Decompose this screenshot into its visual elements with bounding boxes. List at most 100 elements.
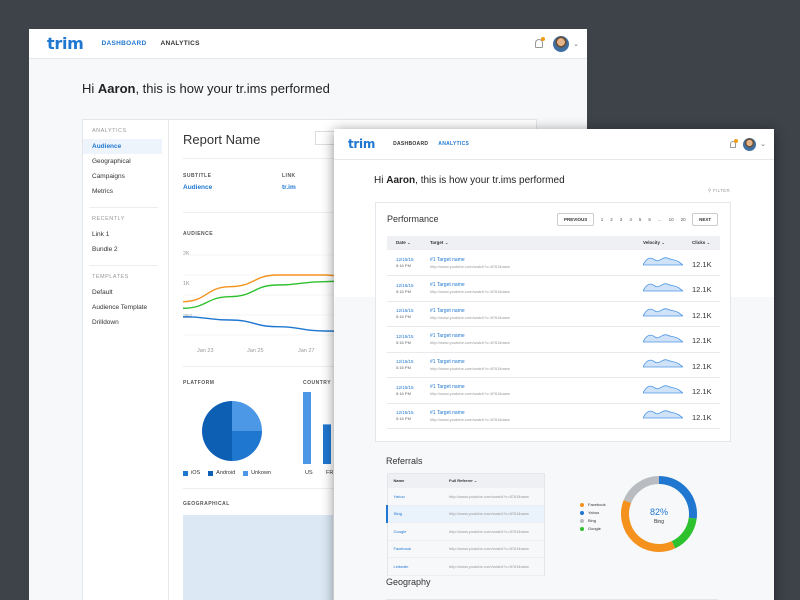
row-target-link[interactable]: #1 Target name [430,307,465,314]
row-target-url: http://www.youtube.com/watch?v=8761lbaew [430,391,510,397]
referrals-donut-chart [621,476,697,552]
column-header-clicks[interactable]: Clicks ⌄ [683,236,720,250]
legend-label: Bing [588,518,597,523]
row-clicks: 12.1K [692,336,712,346]
column-header-name[interactable]: Name [387,473,443,488]
country-label: COUNTRY [303,380,332,386]
sidebar-item-link-1[interactable]: Link 1 [92,231,110,238]
pie-slice[interactable] [202,401,232,461]
avatar[interactable] [553,35,570,52]
row-target-link[interactable]: #1 Target name [430,256,465,263]
row-target-link[interactable]: #1 Target name [430,333,465,340]
next-button[interactable]: NEXT [692,213,719,226]
page-number[interactable]: 2 [610,217,613,222]
page-number[interactable]: 20 [680,217,686,222]
chevron-down-icon[interactable]: ⌄ [573,40,579,48]
row-target-link[interactable]: #1 Target name [430,282,465,289]
donut-segment[interactable] [658,476,697,519]
page-number[interactable]: 6 [648,217,651,222]
back-nav-dashboard[interactable]: DASHBOARD [101,40,147,47]
page-number[interactable]: 3 [619,217,623,222]
table-row[interactable]: 12/15/15 5:16 PM #1 Target name http://www.… [387,326,720,353]
link-value[interactable]: tr.im [282,184,296,191]
legend-label: Facebook [588,502,606,507]
greeting-prefix: Hi [374,175,387,186]
page-number[interactable]: 4 [629,217,632,222]
donut-segment[interactable] [621,500,676,552]
bell-icon[interactable] [535,37,546,48]
y-tick: 1K [183,281,190,287]
back-nav-analytics[interactable]: ANALYTICS [160,40,200,47]
chevron-down-icon[interactable]: ⌄ [760,141,766,148]
referrer-name[interactable]: Yahoo [387,487,443,506]
subtitle-value[interactable]: Audience [183,184,213,191]
sidebar-item-bundle-2[interactable]: Bundle 2 [92,246,118,253]
page-number[interactable]: 5 [638,217,642,222]
page-ellipsis: ... [657,217,662,222]
sidebar-item-campaigns[interactable]: Campaigns [92,173,125,180]
pie-slice[interactable] [232,431,262,461]
table-header-row: Name Full Referrer ⌄ [387,473,545,488]
legend-label: Yahoo [588,510,600,515]
sidebar-item-drilldown[interactable]: Drilldown [92,319,119,326]
legend-item: Yahoo [580,510,606,515]
row-date: 12/15/15 [396,384,414,390]
table-row[interactable]: 12/15/15 5:16 PM #1 Target name http://www.… [387,250,720,276]
referrer-name[interactable]: Bing [386,505,443,523]
table-row[interactable]: Bing http://www.youtube.com/watch?v=8761l… [386,505,545,523]
referrer-name[interactable]: Google [387,522,443,541]
column-header-referrer[interactable]: Full Referrer ⌄ [443,473,545,488]
back-logo[interactable]: trim [47,34,84,53]
sidebar-item-geographical[interactable]: Geographical [92,158,131,165]
row-target-link[interactable]: #1 Target name [430,358,465,365]
donut-segment[interactable] [671,517,697,549]
referrer-name[interactable]: Linkedin [387,557,443,576]
page-number[interactable]: 1 [600,217,604,222]
column-label: Name [393,478,405,484]
table-row[interactable]: 12/15/15 5:16 PM #1 Target name http://www.… [387,377,720,404]
table-row[interactable]: 12/15/15 5:16 PM #1 Target name http://www.… [387,301,720,327]
row-target-url: http://www.youtube.com/watch?v=8761lbaew [430,365,510,371]
sidebar-item-audience-template[interactable]: Audience Template [92,304,148,311]
velocity-cell [634,377,685,404]
column-label: Date [396,240,406,245]
table-row[interactable]: Google http://www.youtube.com/watch?v=876… [387,522,545,541]
front-nav-dashboard[interactable]: DASHBOARD [393,141,429,147]
table-row[interactable]: 12/15/15 5:16 PM #1 Target name http://www.… [387,403,720,429]
previous-button[interactable]: PREVIOUS [557,213,595,226]
referrer-name[interactable]: Facebook [387,540,443,558]
geographical-label: GEOGRAPHICAL [183,501,230,507]
legend-dot [580,502,584,507]
sidebar-item-audience[interactable]: Audience [83,139,162,154]
bar[interactable] [303,392,311,464]
bell-icon[interactable] [730,138,739,148]
row-target-url: http://www.youtube.com/watch?v=8761lbaew [430,289,510,295]
row-date: 12/15/15 [396,257,414,262]
pie-slice[interactable] [232,401,262,431]
donut-segment[interactable] [623,476,660,504]
front-logo[interactable]: trim [348,137,376,151]
table-row[interactable]: Linkedin http://www.youtube.com/watch?v=8… [387,557,545,576]
sidebar-item-metrics[interactable]: Metrics [92,188,113,195]
world-map[interactable] [183,515,333,600]
sidebar-item-default[interactable]: Default [92,289,113,296]
column-header-date[interactable]: Date ⌄ [387,236,421,250]
column-header-target[interactable]: Target ⌄ [421,236,634,250]
column-header-velocity[interactable]: Velocity ⌄ [634,236,683,250]
back-topbar-right: ⌄ [535,29,579,58]
row-clicks: 12.1K [692,361,712,371]
chevron-down-icon: ⌄ [407,240,411,245]
filter-button[interactable]: ⚲ FILTER [708,188,730,194]
avatar[interactable] [743,137,757,151]
page-number[interactable]: 10 [668,217,674,222]
row-target-link[interactable]: #1 Target name [430,409,465,416]
table-row[interactable]: 12/15/15 5:16 PM #1 Target name http://www.… [387,275,720,302]
bar[interactable] [323,424,331,464]
row-target-url: http://www.youtube.com/watch?v=8761lbaew [430,263,510,269]
table-row[interactable]: 12/15/15 5:16 PM #1 Target name http://www.… [387,352,720,378]
table-row[interactable]: Yahoo http://www.youtube.com/watch?v=8761… [387,487,545,506]
row-target-link[interactable]: #1 Target name [430,384,465,391]
sparkline-area [642,333,685,343]
table-row[interactable]: Facebook http://www.youtube.com/watch?v=8… [387,540,545,558]
front-nav-analytics[interactable]: ANALYTICS [438,141,470,147]
